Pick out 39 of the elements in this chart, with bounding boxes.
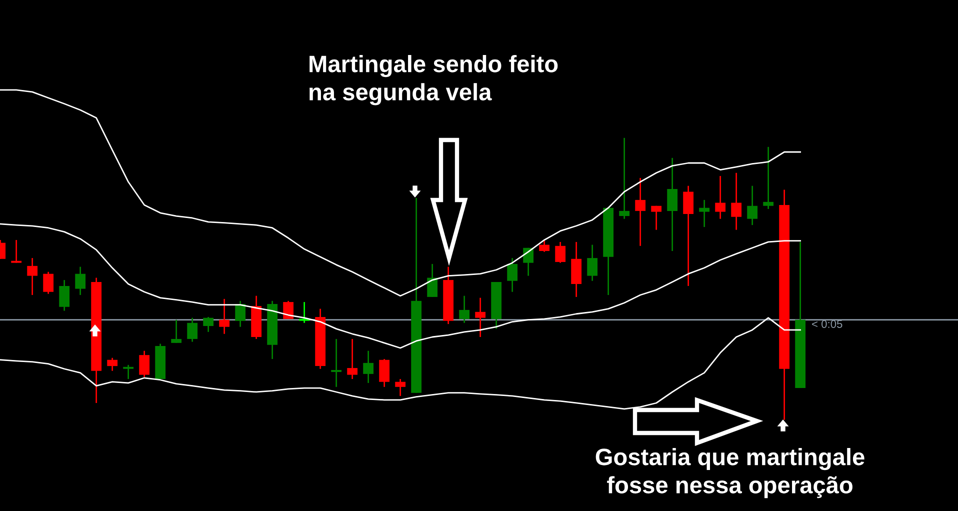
candlestick: [459, 295, 470, 324]
candlestick: [475, 297, 486, 338]
candlestick: [667, 157, 678, 252]
candlestick: [539, 239, 550, 253]
candlestick: [11, 239, 22, 264]
candlestick: [187, 317, 198, 342]
text: Martingale sendo feito na segunda vela: [310, 55, 558, 106]
candlestick: [171, 319, 182, 344]
candlestick: [587, 244, 598, 282]
candlestick: [683, 185, 694, 287]
candlestick: [219, 298, 230, 335]
candlestick: [203, 316, 214, 333]
candlestick: [27, 257, 38, 296]
candlestick: [731, 172, 742, 231]
text: Gostaria que martingale fosse nessa operação: [596, 448, 864, 498]
candlestick: [283, 300, 294, 320]
candlestick: [43, 271, 54, 295]
candlestick: [379, 358, 390, 388]
candlestick: [507, 257, 518, 293]
candlestick: [523, 247, 534, 276]
candlestick: [395, 378, 406, 397]
candlestick: [139, 350, 150, 378]
candlestick: [75, 266, 86, 296]
candlestick: [635, 177, 646, 247]
candlestick: [59, 279, 70, 312]
candlestick: [427, 263, 438, 298]
candlestick: [699, 199, 710, 228]
candlestick: [747, 185, 758, 226]
candlestick: [555, 241, 566, 264]
candlestick: [235, 300, 246, 328]
candlestick: [331, 338, 342, 388]
candlestick: [107, 357, 118, 372]
candlestick: [347, 338, 358, 380]
candlestick: [123, 364, 134, 380]
candlestick: [763, 146, 774, 210]
candlestick: [363, 350, 374, 384]
candlestick: [715, 175, 726, 220]
candlestick: [651, 205, 662, 231]
candlestick: [619, 137, 630, 220]
